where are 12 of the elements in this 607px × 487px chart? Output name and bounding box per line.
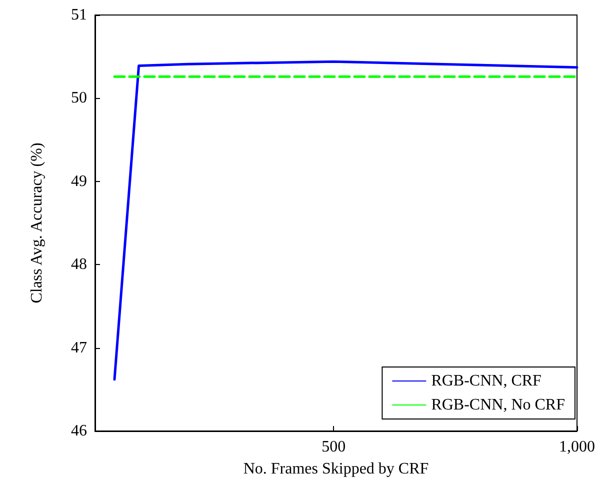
x-axis-title: No. Frames Skipped by CRF xyxy=(243,460,429,478)
y-tick-label: 50 xyxy=(71,90,87,107)
y-tick-label: 48 xyxy=(71,256,87,274)
y-tick-label: 51 xyxy=(71,6,87,24)
y-tick-label: 49 xyxy=(71,172,87,190)
y-tick-label: 46 xyxy=(71,422,87,440)
y-axis-title: Class Avg. Accuracy (%) xyxy=(28,142,46,304)
x-tick-label: 500 xyxy=(322,438,346,456)
legend-label: RGB-CNN, No CRF xyxy=(431,396,566,414)
y-tick-label: 47 xyxy=(71,339,87,356)
x-tick-label: 1,000 xyxy=(559,438,595,456)
legend-label: RGB-CNN, CRF xyxy=(431,372,542,390)
